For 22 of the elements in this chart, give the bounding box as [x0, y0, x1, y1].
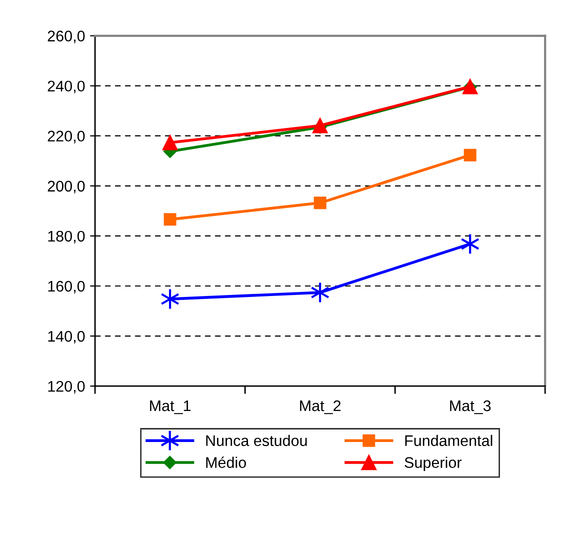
y-tick-label: 200,0 — [48, 180, 85, 194]
point — [460, 233, 480, 255]
point — [312, 118, 328, 134]
y-tick-label: 120,0 — [48, 380, 85, 394]
y-tick-label: 140,0 — [48, 330, 85, 344]
legend-label: Fundamental — [405, 434, 492, 446]
legend-label: Médio — [206, 456, 246, 468]
x-tick-label: Mat_1 — [150, 400, 191, 414]
point — [164, 213, 176, 226]
point — [464, 148, 476, 162]
legend-label: Nunca estudou — [206, 434, 307, 446]
y-tick-label: 160,0 — [48, 280, 85, 294]
y-tick-label: 220,0 — [48, 130, 85, 144]
x-tick-label: Mat_3 — [450, 400, 491, 414]
y-tick-label: 180,0 — [48, 230, 85, 244]
point — [314, 196, 326, 210]
x-tick-label: Mat_2 — [300, 400, 341, 414]
point — [310, 282, 330, 304]
y-tick-label: 240,0 — [48, 80, 85, 94]
legend-label: Superior — [404, 456, 462, 471]
point — [162, 134, 178, 150]
y-tick-label: 260,0 — [48, 30, 85, 44]
